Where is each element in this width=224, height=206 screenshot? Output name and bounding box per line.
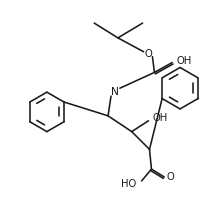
Text: HO: HO [121, 179, 137, 189]
Text: O: O [166, 172, 174, 182]
Text: N: N [111, 87, 119, 97]
Text: O: O [145, 49, 152, 59]
Text: OH: OH [176, 56, 191, 66]
Text: OH: OH [153, 113, 168, 123]
